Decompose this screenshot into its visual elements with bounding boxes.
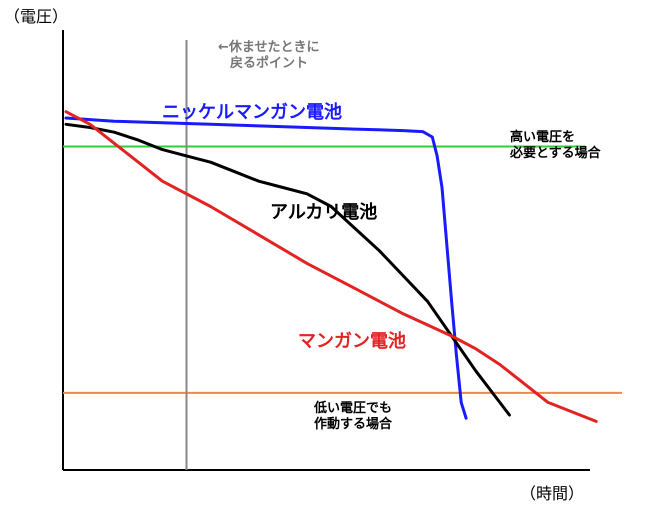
series-manganese <box>64 110 598 423</box>
alkaline-label: アルカリ電池 <box>270 201 377 223</box>
high-voltage-label-line2: 必要とする場合 <box>509 145 602 161</box>
rest-point-label-line1: ←休ませたときに <box>218 39 320 55</box>
series-layer <box>64 110 598 423</box>
low-voltage-label-line1: 低い電圧でも <box>313 400 392 416</box>
y-axis-label: （電圧） <box>4 7 68 26</box>
nickel-manganese-label: ニッケルマンガン電池 <box>162 101 342 123</box>
manganese-label: マンガン電池 <box>298 330 406 352</box>
series-nickel-manganese <box>64 116 468 420</box>
high-voltage-label-line1: 高い電圧を <box>510 129 575 145</box>
series-alkaline <box>64 122 511 417</box>
low-voltage-label-line2: 作動する場合 <box>314 416 393 432</box>
x-axis-label: （時間） <box>520 484 584 503</box>
rest-point-label-line2: 戻るポイント <box>229 55 308 71</box>
